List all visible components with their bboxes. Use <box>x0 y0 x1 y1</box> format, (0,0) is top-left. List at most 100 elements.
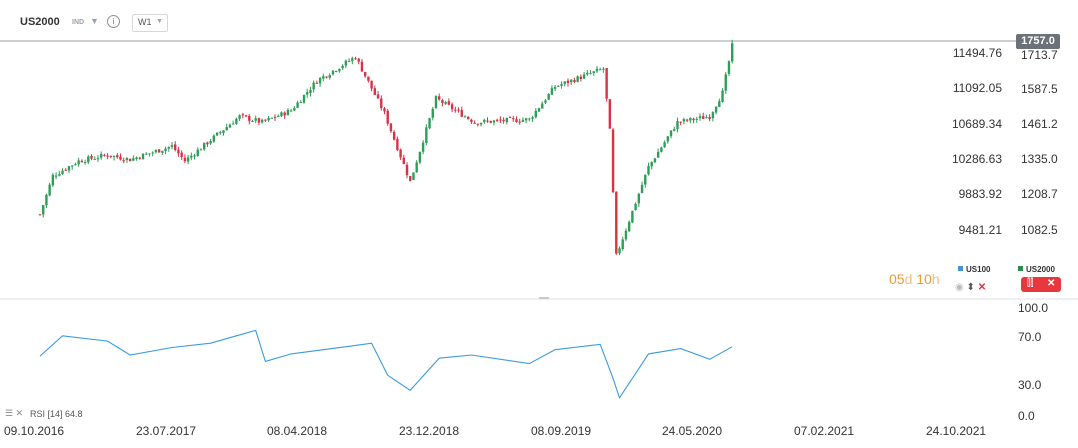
rsi-controls[interactable]: ☰ ✕ <box>5 408 23 419</box>
candle-up <box>328 75 331 78</box>
candle-up <box>54 175 58 177</box>
candle-up <box>531 117 534 119</box>
candle-up <box>48 184 51 196</box>
candle-up <box>260 119 264 123</box>
candle-down <box>157 149 161 153</box>
candle-up <box>93 158 96 160</box>
candle-up <box>254 118 257 121</box>
candle-down <box>119 156 122 160</box>
settings-icon[interactable]: ☰ <box>5 408 14 418</box>
candle-up <box>689 117 692 121</box>
close-icon[interactable]: ✕ <box>977 282 987 293</box>
info-icon[interactable]: i <box>107 15 120 28</box>
candle-up <box>730 43 734 62</box>
candle-down <box>392 132 396 140</box>
rsi-y-tick: 30.0 <box>1018 378 1042 392</box>
candle-up <box>238 115 241 119</box>
candle-down <box>692 118 695 121</box>
candle-up <box>215 132 219 136</box>
candle-up <box>154 150 158 153</box>
candle-up <box>267 117 270 121</box>
legend-item-us100[interactable]: US100 <box>958 265 990 274</box>
candle-up <box>277 115 280 117</box>
candle-up <box>77 160 80 165</box>
candle-up <box>199 149 203 151</box>
rsi-y-tick: 100.0 <box>1018 301 1049 315</box>
candle-up <box>624 230 628 240</box>
x-tick: 23.12.2018 <box>399 424 460 438</box>
candle-up <box>70 165 74 167</box>
candle-up <box>714 106 718 113</box>
candle-down <box>273 116 277 118</box>
candle-up <box>164 148 167 152</box>
legend-label-us100: US100 <box>966 265 991 274</box>
x-tick: 08.04.2018 <box>267 424 328 438</box>
symbol-title[interactable]: US2000 <box>20 16 60 28</box>
countdown-hours: 10 <box>916 271 932 287</box>
candle-up <box>598 69 602 71</box>
candle-up <box>576 76 579 82</box>
candle-down <box>450 104 454 110</box>
candle-down <box>241 114 245 116</box>
candle-down <box>486 120 489 122</box>
candle-down <box>499 119 502 121</box>
candle-up <box>547 93 550 100</box>
candle-up <box>618 248 621 254</box>
candle-down <box>399 149 402 158</box>
candle-up <box>428 118 431 129</box>
close-icon[interactable]: ✕ <box>15 408 24 418</box>
candle-down <box>106 155 109 157</box>
candle-down <box>80 160 84 163</box>
candle-down <box>206 142 209 145</box>
candle-down <box>566 80 570 84</box>
candle-down <box>380 98 383 109</box>
candle-down <box>373 88 377 95</box>
candle-up <box>653 158 657 163</box>
timeframe-value: W1 <box>138 17 152 27</box>
timeframe-select[interactable]: W1 ▼ <box>132 14 168 32</box>
candle-up <box>640 184 644 193</box>
candle-up <box>650 161 653 167</box>
candle-down <box>180 152 183 157</box>
candle-up <box>222 130 225 133</box>
x-tick: 09.10.2016 <box>4 424 65 438</box>
candle-up <box>212 135 216 142</box>
candle-down <box>376 94 380 99</box>
candle-up <box>418 151 422 163</box>
legend-item-us2000[interactable]: US2000 <box>1018 265 1055 274</box>
candle-up <box>309 89 312 94</box>
candle-down <box>460 110 463 117</box>
candle-up <box>83 162 87 164</box>
candle-down <box>128 158 132 162</box>
candle-up <box>341 65 344 69</box>
candle-down <box>611 129 615 193</box>
candle-down <box>473 122 476 124</box>
candle-up <box>51 174 55 186</box>
candle-down <box>502 119 505 122</box>
symbol-dropdown-icon[interactable]: ▼ <box>90 16 99 26</box>
candle-up <box>132 158 135 161</box>
candle-up <box>151 152 154 154</box>
candle-up <box>125 157 129 161</box>
candles-icon[interactable]: ⫿⫿ <box>1027 278 1034 289</box>
candle-down <box>396 138 399 151</box>
us2000-controls[interactable]: ⫿⫿ ✕ <box>1021 277 1061 292</box>
candle-up <box>589 73 592 75</box>
x-tick: 08.09.2019 <box>531 424 592 438</box>
candle-up <box>42 205 45 215</box>
candle-up <box>537 108 541 112</box>
x-tick: 24.10.2021 <box>926 424 987 438</box>
eye-icon[interactable]: ◉ <box>955 282 964 293</box>
candle-down <box>248 116 251 121</box>
candle-up <box>145 153 148 155</box>
candle-up <box>231 123 235 125</box>
candle-up <box>251 120 254 122</box>
candle-up <box>544 100 547 103</box>
reorder-icon[interactable]: ⬍ <box>966 282 975 293</box>
close-icon[interactable]: ✕ <box>1047 278 1056 289</box>
candle-up <box>634 203 637 211</box>
candle-up <box>582 74 586 79</box>
y-right-tick: 1208.7 <box>1021 187 1058 201</box>
candle-up <box>306 92 309 95</box>
